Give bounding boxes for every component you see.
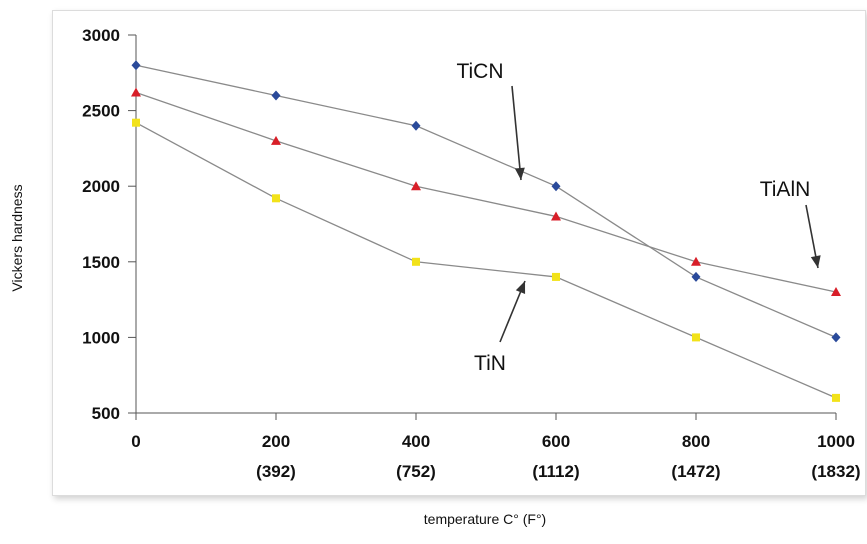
x-tick-sublabel: (1472) xyxy=(671,462,720,481)
data-point-tialn xyxy=(691,256,701,266)
x-tick-label: 1000 xyxy=(817,432,855,451)
y-axis-label: Vickers hardness xyxy=(9,184,25,291)
annotation-arrowhead-tialn xyxy=(810,255,821,268)
annotation-arrow-ticn xyxy=(511,85,522,181)
data-point-tin xyxy=(832,393,840,402)
x-tick-label: 200 xyxy=(262,432,290,451)
x-tick-label: 600 xyxy=(542,432,570,451)
annotation-arrowhead-ticn xyxy=(514,167,525,180)
series-label-ticn: TiCN xyxy=(456,60,503,83)
data-point-tialn xyxy=(551,211,561,221)
y-tick-label: 1000 xyxy=(82,328,120,347)
data-point-ticn xyxy=(831,332,841,343)
x-tick-sublabel: (1112) xyxy=(532,462,579,481)
data-point-tin xyxy=(412,257,420,266)
x-tick-sublabel: (1832) xyxy=(811,462,860,481)
data-point-ticn xyxy=(271,90,281,101)
x-tick-label: 0 xyxy=(131,432,140,451)
data-point-ticn xyxy=(411,120,421,131)
series-label-tin: TiN xyxy=(474,352,506,375)
data-point-tin xyxy=(132,118,140,127)
annotation-arrowhead-tin xyxy=(515,281,526,294)
chart-frame xyxy=(52,10,866,496)
y-tick-label: 2500 xyxy=(82,102,120,121)
x-tick-sublabel: (752) xyxy=(396,462,436,481)
data-point-ticn xyxy=(551,181,561,192)
data-point-tin xyxy=(692,333,700,342)
x-tick-label: 400 xyxy=(402,432,430,451)
series-line-ticn xyxy=(135,64,837,338)
data-point-tin xyxy=(272,194,280,203)
data-point-ticn xyxy=(131,60,141,71)
data-point-tialn xyxy=(131,87,141,97)
x-axis-label: temperature C° (F°) xyxy=(424,511,546,527)
series-line-tin xyxy=(135,122,837,399)
y-tick-label: 2000 xyxy=(82,177,120,196)
y-tick-label: 1500 xyxy=(82,253,120,272)
x-tick-sublabel: (392) xyxy=(256,462,296,481)
data-point-tialn xyxy=(411,181,421,191)
y-tick-label: 3000 xyxy=(82,26,120,45)
data-point-tialn xyxy=(831,287,841,297)
y-tick-label: 500 xyxy=(92,404,120,423)
series-label-tialn: TiAlN xyxy=(760,178,811,201)
data-point-tin xyxy=(552,272,560,281)
data-point-tialn xyxy=(271,135,281,145)
series-line-tialn xyxy=(135,91,837,293)
x-tick-label: 800 xyxy=(682,432,710,451)
data-point-ticn xyxy=(691,271,701,282)
